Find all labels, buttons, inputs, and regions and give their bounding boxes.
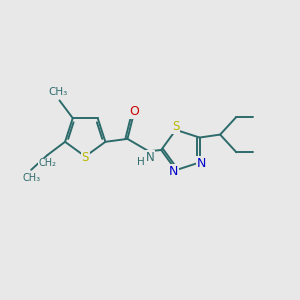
Text: CH₃: CH₃ [48, 87, 68, 97]
Text: S: S [172, 120, 179, 134]
Text: N: N [197, 158, 207, 170]
Text: N: N [146, 151, 154, 164]
Text: CH₃: CH₃ [22, 173, 40, 183]
Text: H: H [136, 158, 144, 167]
Text: N: N [169, 165, 178, 178]
Text: CH₂: CH₂ [38, 158, 56, 168]
Text: S: S [82, 152, 89, 164]
Text: O: O [129, 105, 139, 118]
